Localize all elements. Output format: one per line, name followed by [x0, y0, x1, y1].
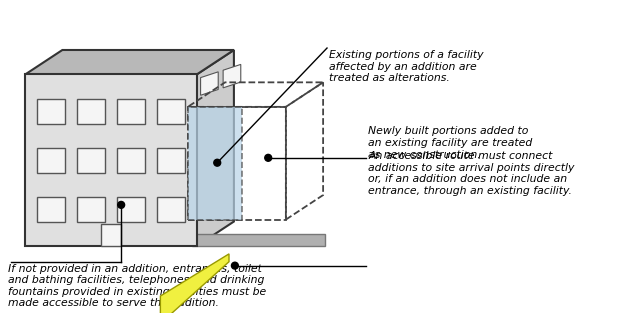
Text: Newly built portions added to
an existing facility are treated
as new constructi: Newly built portions added to an existin…	[369, 126, 533, 160]
Bar	[156, 197, 185, 221]
Circle shape	[265, 154, 272, 161]
Polygon shape	[197, 50, 234, 246]
Polygon shape	[201, 72, 218, 95]
Polygon shape	[223, 64, 241, 88]
Text: Existing portions of a facility
affected by an addition are
treated as alteratio: Existing portions of a facility affected…	[329, 50, 483, 83]
Bar	[156, 148, 185, 173]
Polygon shape	[192, 234, 325, 246]
Text: An accessible route must connect
additions to site arrival points directly
or, i: An accessible route must connect additio…	[369, 151, 575, 196]
Polygon shape	[160, 254, 229, 319]
Text: If not provided in an addition, entrances, toilet
and bathing facilities, teleph: If not provided in an addition, entrance…	[8, 264, 267, 308]
Bar	[117, 148, 145, 173]
Circle shape	[214, 159, 221, 166]
Bar	[117, 99, 145, 123]
Bar	[77, 148, 105, 173]
Polygon shape	[25, 50, 234, 75]
Bar	[188, 107, 286, 219]
Bar	[77, 99, 105, 123]
Bar	[77, 197, 105, 221]
Bar	[37, 148, 65, 173]
Bar	[101, 225, 121, 246]
Bar	[117, 197, 145, 221]
Bar	[37, 197, 65, 221]
Circle shape	[232, 262, 239, 269]
Bar	[188, 107, 242, 219]
Bar	[37, 99, 65, 123]
Bar	[156, 99, 185, 123]
Bar	[25, 75, 197, 246]
Circle shape	[118, 201, 124, 208]
